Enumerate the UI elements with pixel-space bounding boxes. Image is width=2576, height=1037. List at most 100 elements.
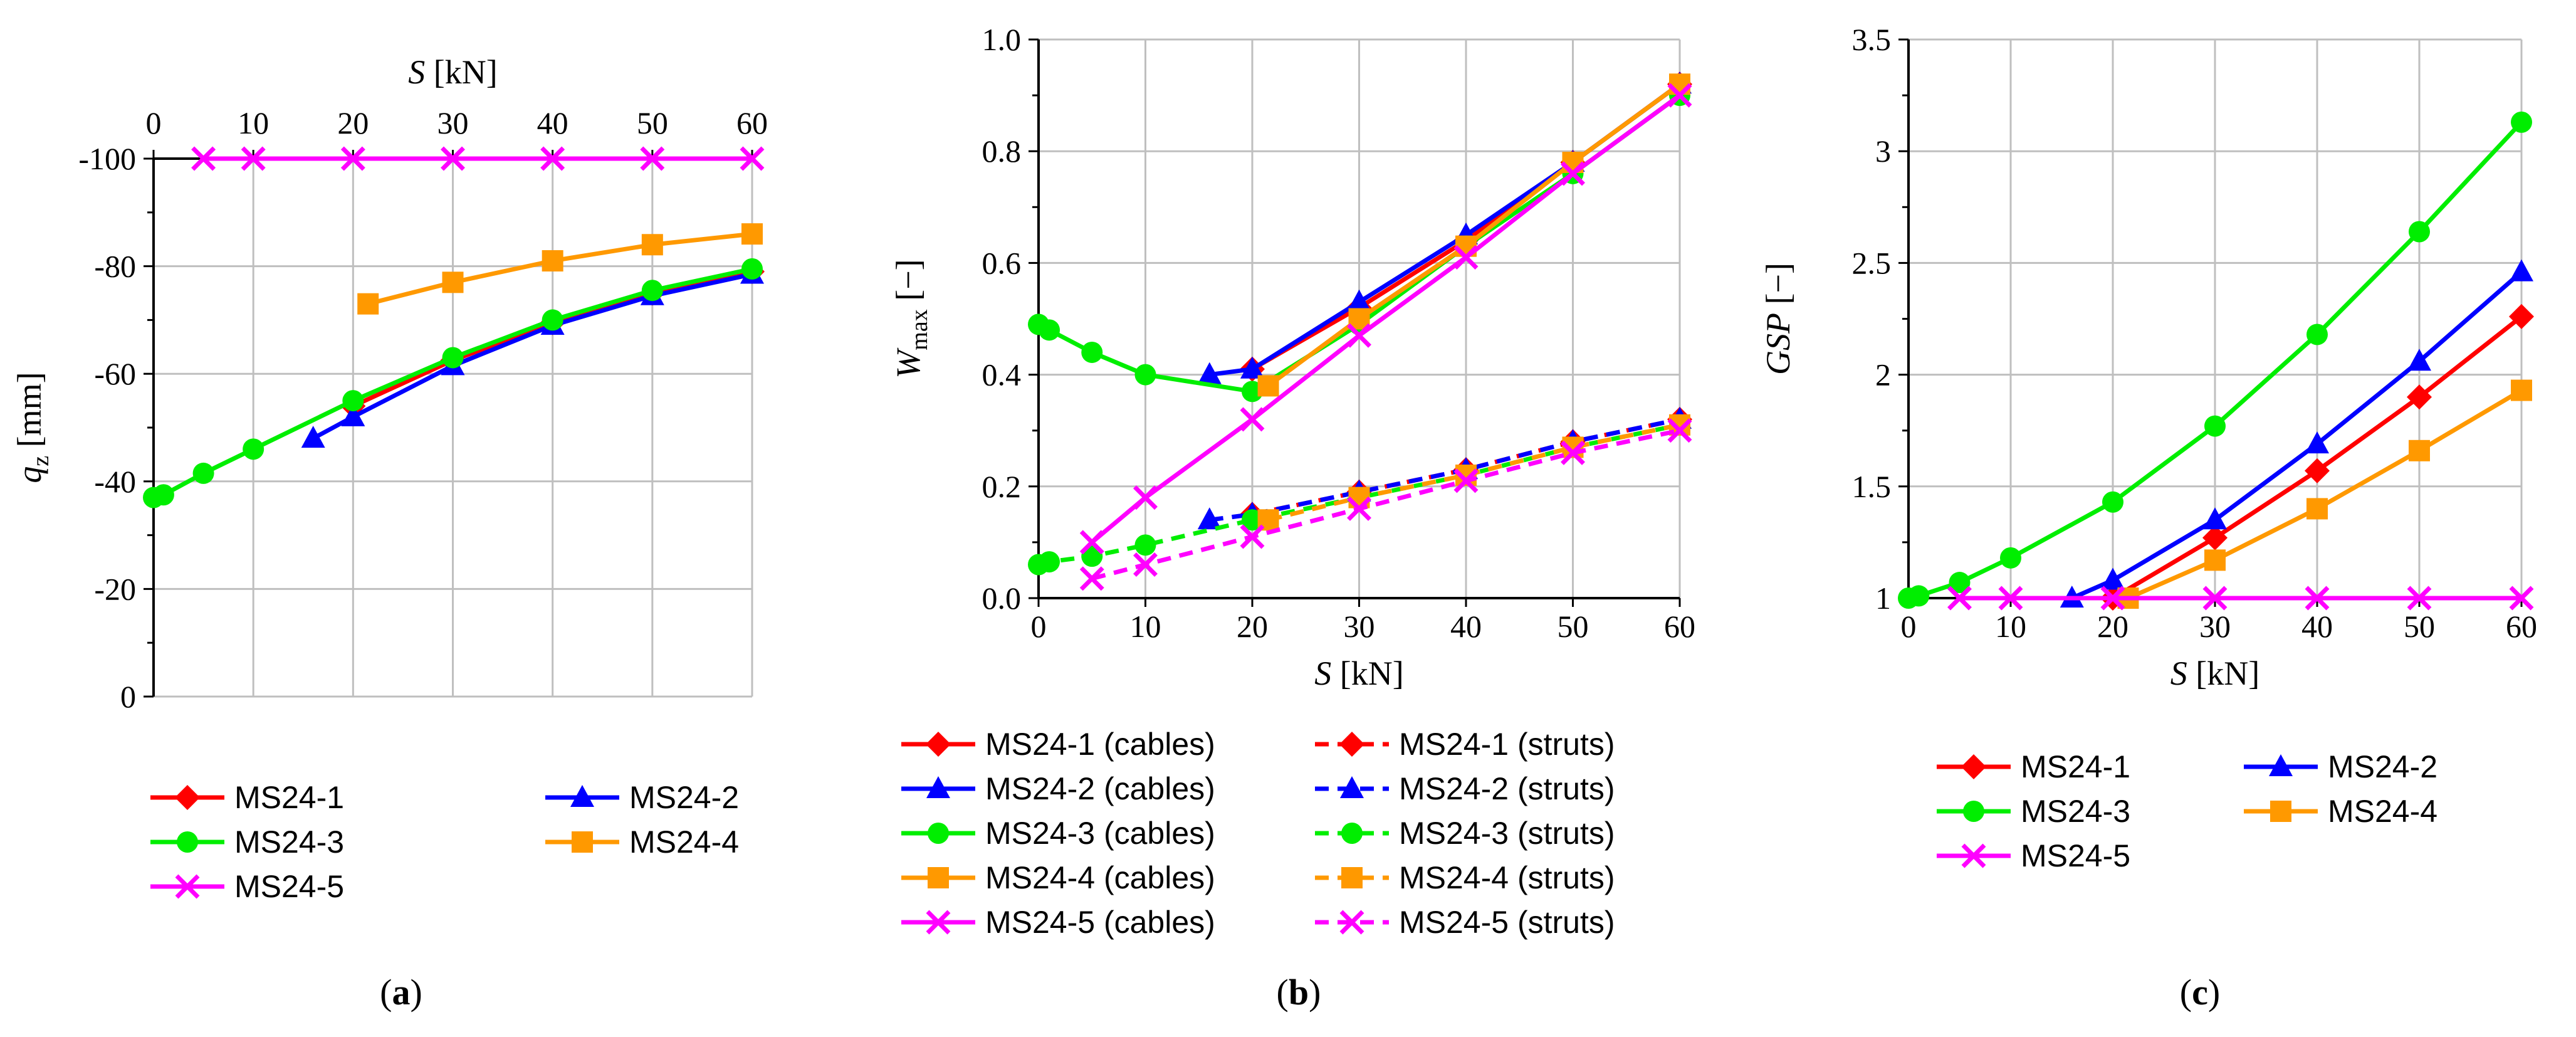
panel-c-legend-ms24-4-marker	[2270, 801, 2291, 822]
panel-b-legend-ms24-5-cables-label: MS24-5 (cables)	[985, 905, 1215, 940]
panel-b-x-tick-label: 50	[1558, 609, 1589, 644]
panel-a-x-tick-label: 0	[146, 105, 162, 140]
panel-b-ms24-5-cables-point	[1453, 245, 1479, 270]
panel-b-legend-ms24-1-struts-label: MS24-1 (struts)	[1399, 727, 1615, 762]
panel-b-ms24-5-cables-point	[1561, 161, 1585, 186]
panel-a-x-tick-label: 50	[637, 105, 668, 140]
panel-b-y-tick-label: 0.8	[982, 134, 1022, 169]
panel-b-chart: 0 10 20 30 40 50 60 0.0 0.2 0.4 0.6 0.8 1.0 S [kN] Wma…	[889, 22, 1695, 1013]
panel-a-ms24-4-point	[442, 271, 464, 293]
panel-c-legend-ms24-2-marker	[2269, 754, 2293, 776]
panel-b-x-tick-label: 40	[1450, 609, 1482, 644]
panel-b-legend-ms24-2-struts-marker	[1340, 776, 1364, 798]
panel-a-ms24-4-point	[641, 234, 663, 256]
panel-b-legend-ms24-3-struts-label: MS24-3 (struts)	[1399, 816, 1615, 851]
panel-a-y-tick-label: -20	[94, 571, 136, 606]
panel-b-legend-ms24-1-struts-marker	[1339, 732, 1364, 757]
panel-b-label: (b)	[1277, 972, 1321, 1013]
panel-c-legend-ms24-2-label: MS24-2	[2328, 749, 2437, 784]
panel-b-ms24-5-cables-point	[1079, 530, 1104, 555]
panel-a-ms24-4-point	[357, 293, 379, 315]
panel-b-ms24-3-cables-point	[1134, 364, 1156, 386]
panel-a-ms24-3-point	[741, 258, 763, 280]
panel-b-ms24-3-struts-point	[1242, 509, 1263, 531]
panel-b-ms24-5-cables-point	[1347, 323, 1371, 348]
panel-c-ms24-3-point	[1908, 585, 1930, 607]
panel-a-label: (a)	[380, 972, 422, 1013]
panel-c-chart: 0 10 20 30 40 50 60 1 1.5 2 2.5 3 3.5 S [kN] GSP [−] MS…	[1759, 22, 2537, 1013]
panel-a-ms24-3-point	[641, 280, 663, 302]
panel-c-x-tick-label: 30	[2199, 609, 2231, 644]
panel-c-ms24-5-point	[2100, 586, 2125, 611]
panel-c-ms24-1-point	[2509, 303, 2534, 329]
panel-b-ms24-5-struts-point	[1240, 524, 1265, 549]
panel-a-legend-ms24-2-marker	[570, 785, 594, 807]
panel-c-ms24-1-point	[2305, 458, 2330, 483]
panel-c-ms24-5-point	[2305, 586, 2330, 611]
panel-b-ms24-4-cables-point	[1669, 73, 1690, 95]
panel-b-x-tick-label: 10	[1130, 609, 1161, 644]
panel-c-ms24-2-point	[2407, 349, 2431, 371]
panel-c-legend-ms24-5-marker	[1961, 843, 1986, 868]
panel-c-ms24-5-point	[2407, 586, 2432, 611]
panel-b-x-tick-label: 30	[1344, 609, 1375, 644]
panel-c-ms24-2-point	[2203, 507, 2227, 530]
panel-b-ms24-2-cables-point	[1347, 289, 1371, 312]
panel-c-x-tick-label: 10	[1995, 609, 2026, 644]
panel-c-ms24-4-point	[2409, 440, 2430, 461]
panel-a-ms24-2-point	[341, 404, 365, 426]
panel-b-ms24-3-cables-point	[1039, 319, 1060, 341]
panel-b-y-tick-label: 0.4	[982, 357, 1022, 392]
panel-a-legend-ms24-2-label: MS24-2	[629, 780, 739, 815]
panel-b-y-tick-label: 1.0	[982, 22, 1022, 57]
panel-a-ms24-3-point	[542, 309, 563, 331]
panel-c-x-tick-label: 60	[2506, 609, 2537, 644]
panel-b-legend-ms24-5-struts-label: MS24-5 (struts)	[1399, 905, 1615, 940]
panel-c-ms24-2-point	[2510, 259, 2533, 282]
panel-b-ms24-5-struts-point	[1453, 468, 1479, 493]
panel-c-ms24-3-point	[2409, 221, 2430, 243]
panel-c-y-tick-label: 3.5	[1852, 22, 1892, 57]
panel-a-ms24-3-point	[152, 484, 174, 506]
panel-c-legend-ms24-3-label: MS24-3	[2021, 794, 2130, 829]
panel-c-x-tick-label: 50	[2404, 609, 2435, 644]
panel-b-ms24-5-cables-line	[1091, 93, 1682, 544]
panel-b-legend-ms24-2-cables-marker	[926, 776, 950, 798]
panel-a-x-tick-label: 60	[736, 105, 768, 140]
panel-a-ms24-3-point	[442, 347, 464, 369]
panel-c-legend-ms24-3-marker	[1963, 801, 1984, 822]
panel-b-legend-ms24-2-struts-label: MS24-2 (struts)	[1399, 771, 1615, 806]
panel-b-x-tick-label: 20	[1237, 609, 1268, 644]
panel-b-legend-ms24-1-cables-marker	[926, 732, 951, 757]
panel-b-ms24-3-cables-point	[1081, 341, 1103, 363]
panel-a-y-tick-label: 0	[120, 679, 136, 714]
panel-b-ms24-5-struts-point	[1561, 440, 1585, 465]
panel-b-ms24-5-struts-point	[1133, 552, 1158, 577]
panel-a-legend-ms24-4-marker	[572, 831, 593, 853]
panel-c-y-tick-label: 1.5	[1852, 469, 1892, 504]
panel-b-ms24-4-cables-point	[1257, 375, 1279, 397]
panel-c-ms24-2-point	[2101, 567, 2125, 590]
panel-a-x-axis-title: S [kN]	[408, 53, 497, 91]
panel-b-ms24-5-struts-point	[1347, 496, 1371, 521]
panel-a-y-tick-label: -40	[94, 464, 136, 499]
panel-c-ms24-5-point	[2509, 586, 2534, 611]
panel-a-ms24-4-point	[542, 250, 563, 272]
panel-a-ms24-5-point	[740, 146, 765, 171]
panel-c-x-tick-label: 20	[2097, 609, 2128, 644]
panel-a-legend-ms24-1-label: MS24-1	[234, 780, 344, 815]
panel-a-x-tick-label: 20	[337, 105, 369, 140]
panel-a-x-tick-label: 30	[437, 105, 469, 140]
panel-c-ms24-5-point	[1947, 586, 1972, 611]
panel-b-ms24-3-struts-point	[1081, 545, 1103, 567]
panel-a-legend-ms24-5-label: MS24-5	[234, 869, 344, 904]
panel-c-ms24-4-point	[2204, 549, 2226, 571]
panel-b-ms24-2-struts-line	[1209, 417, 1680, 522]
panel-b-ms24-2-struts-point	[1197, 507, 1222, 530]
panel-b-legend-ms24-5-struts-marker	[1339, 910, 1364, 935]
panel-c-ms24-5-point	[2202, 586, 2228, 611]
panel-b-ms24-3-struts-point	[1039, 551, 1060, 573]
panel-a-ms24-4-point	[741, 223, 763, 245]
panel-a-ms24-2-point	[301, 426, 325, 448]
